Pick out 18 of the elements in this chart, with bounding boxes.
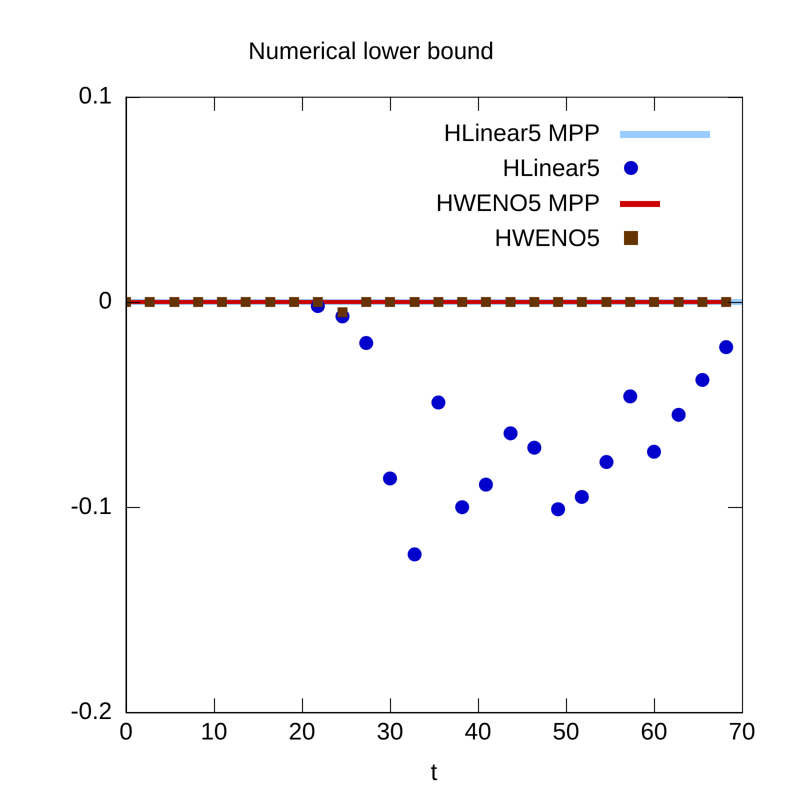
x-axis-title: t: [430, 759, 438, 786]
y-tick-label: 0.1: [78, 82, 112, 110]
x-tick-label: 20: [288, 718, 316, 746]
x-tick-label: 50: [552, 718, 580, 746]
y-tick-label: -0.1: [70, 492, 112, 520]
legend-label: HWENO5 MPP: [436, 189, 600, 219]
y-tick-label: -0.2: [70, 698, 112, 726]
legend-label: HWENO5: [494, 224, 600, 254]
x-tick-label: 10: [200, 718, 228, 746]
chart-title: Numerical lower bound: [248, 38, 494, 66]
x-tick-label: 30: [376, 718, 404, 746]
legend-label: HLinear5 MPP: [444, 119, 600, 149]
x-tick-label: 70: [728, 718, 756, 746]
x-tick-label: 40: [464, 718, 492, 746]
x-tick-label: 60: [640, 718, 668, 746]
x-tick-label: 0: [119, 718, 133, 746]
y-tick-label: 0: [98, 288, 112, 315]
legend-label: HLinear5: [502, 154, 600, 184]
